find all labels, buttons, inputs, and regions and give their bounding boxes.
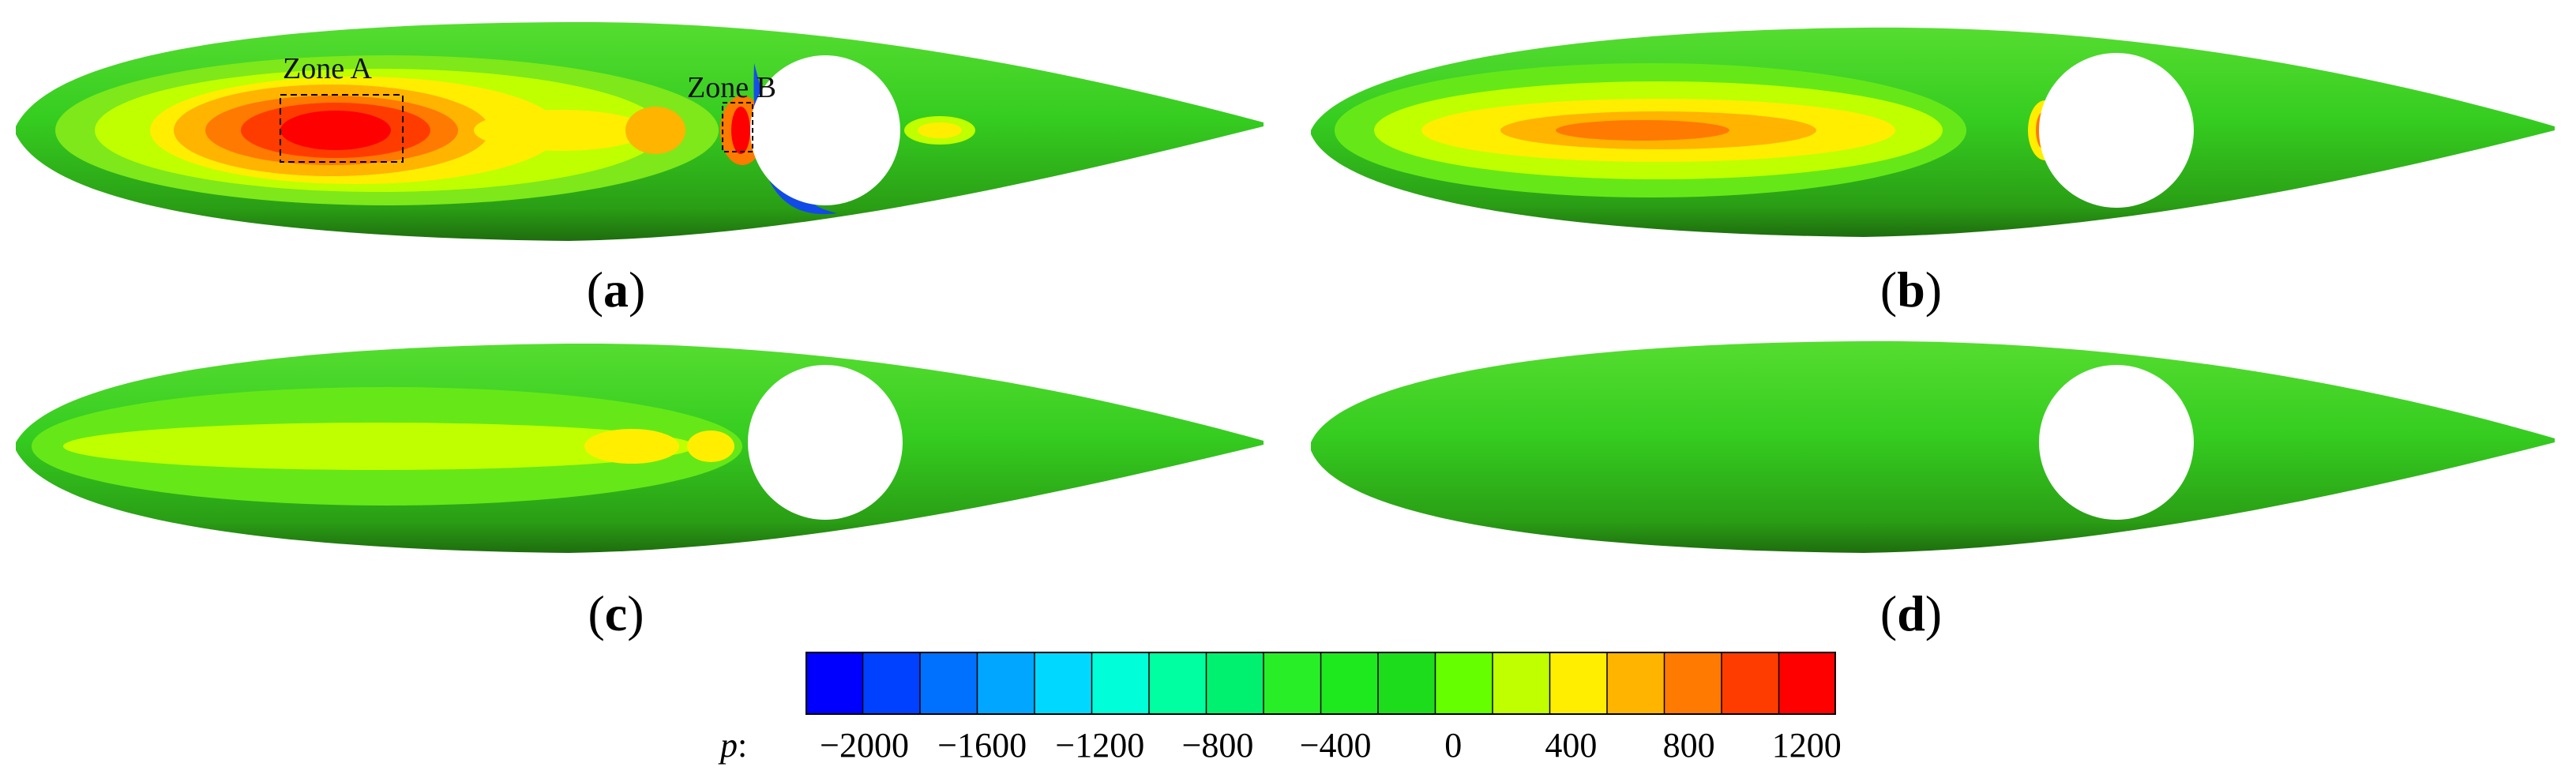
colorbar-variable-label: p: — [720, 726, 748, 765]
colorbar-level — [1378, 652, 1436, 715]
panel-d-contour — [1311, 340, 2555, 553]
colorbar-level — [1607, 652, 1665, 715]
colorbar-level — [862, 652, 921, 715]
colorbar-level — [1664, 652, 1722, 715]
contour-level — [474, 110, 648, 151]
colorbar-tick-label: 1200 — [1771, 726, 1842, 765]
panel-c — [16, 340, 1279, 577]
panel-c-contour — [16, 343, 1264, 553]
contour-level — [1556, 120, 1729, 141]
contour-level — [63, 423, 695, 470]
colorbar-level — [977, 652, 1035, 715]
colorbar-tick-label: 0 — [1444, 726, 1463, 765]
colorbar-tick-label: 400 — [1545, 726, 1598, 765]
pressure-colorbar — [805, 652, 1836, 715]
panel-a-contour — [16, 21, 1264, 241]
contour-level — [625, 107, 685, 154]
colorbar-level — [1206, 652, 1264, 715]
hull-hole — [748, 365, 903, 520]
colorbar-border — [805, 652, 1836, 715]
colorbar-level — [1091, 652, 1150, 715]
hull-hole — [2039, 365, 2194, 520]
panel-a: Zone A Zone B — [16, 16, 1279, 253]
colorbar-level — [1435, 652, 1493, 715]
colorbar-tick-label: −1600 — [937, 726, 1027, 765]
hull-hole — [2039, 53, 2194, 208]
zone-b-label: Zone B — [687, 71, 776, 104]
colorbar-level — [920, 652, 978, 715]
panel-b — [1311, 16, 2574, 253]
colorbar-level — [1264, 652, 1321, 715]
panel-d — [1311, 340, 2574, 577]
colorbar-level — [805, 652, 863, 715]
colorbar-level — [1035, 652, 1092, 715]
colorbar-level — [1493, 652, 1550, 715]
colorbar-level — [1549, 652, 1608, 715]
colorbar-tick-label: −1200 — [1055, 726, 1145, 765]
colorbar-tick-label: −400 — [1299, 726, 1372, 765]
contour-level — [731, 107, 750, 154]
hull-hole — [750, 55, 900, 205]
panel-a-caption: (a) — [586, 261, 646, 318]
zone-a-label: Zone A — [283, 52, 372, 85]
zone-a-box — [280, 94, 404, 163]
colorbar-tick-label: 800 — [1662, 726, 1715, 765]
colorbar-tick-label: −2000 — [820, 726, 909, 765]
colorbar-level — [1320, 652, 1379, 715]
panel-c-caption: (c) — [588, 585, 644, 641]
panel-b-caption: (b) — [1879, 261, 1943, 318]
colorbar-level — [1149, 652, 1207, 715]
contour-level — [584, 429, 679, 464]
contour-level — [687, 430, 734, 462]
colorbar-tick-label: −800 — [1181, 726, 1254, 765]
colorbar-level — [1722, 652, 1779, 715]
panel-b-contour — [1311, 27, 2555, 238]
panel-d-caption: (d) — [1879, 585, 1943, 641]
hull-body — [1311, 340, 2555, 553]
contour-level — [918, 122, 962, 138]
contour-level — [280, 111, 391, 150]
colorbar-level — [1778, 652, 1836, 715]
